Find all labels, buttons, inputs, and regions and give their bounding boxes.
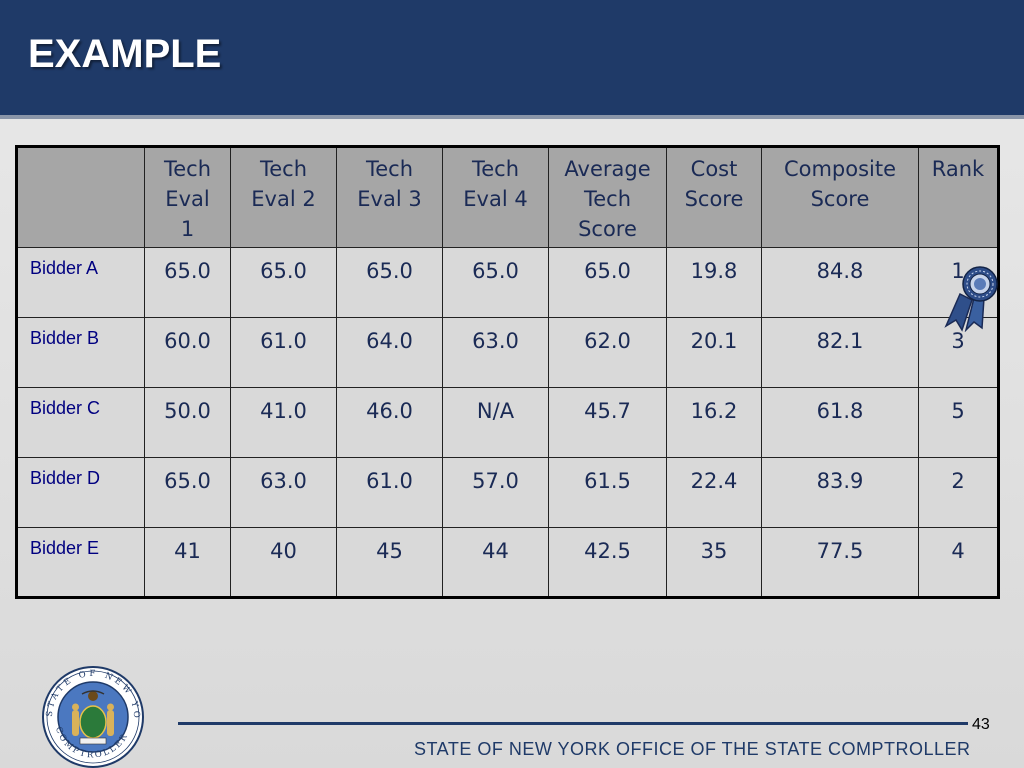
header-tech-eval-3: Tech Eval 3: [336, 146, 443, 248]
header-cost-line1: Cost: [690, 157, 738, 181]
cost-score-cell: 19.8: [666, 247, 762, 318]
header-composite-line1: Composite: [783, 157, 897, 181]
tech-eval-3-cell: 65.0: [336, 247, 443, 318]
bidder-score-table: Tech Eval 1 Tech Eval 2 Tech Eval 3 Tech…: [15, 145, 1000, 599]
cost-score-cell: 20.1: [666, 317, 762, 388]
header-tech-eval-3-line2: Eval 3: [357, 187, 422, 211]
footer-agency-name: STATE OF NEW YORK OFFICE OF THE STATE CO…: [414, 739, 971, 759]
tech-eval-4-cell: 44: [442, 527, 549, 598]
tech-eval-2-cell: 41.0: [230, 387, 337, 458]
tech-eval-4-cell: 57.0: [442, 457, 549, 528]
header-tech-eval-4: Tech Eval 4: [442, 146, 549, 248]
table-row: Bidder D 65.0 63.0 61.0 57.0 61.5 22.4 8…: [16, 457, 999, 528]
cost-score-cell: 22.4: [666, 457, 762, 528]
footer-rule: [178, 722, 968, 725]
header-rank-label: Rank: [931, 157, 985, 181]
header-composite-line2: Score: [810, 187, 870, 211]
tech-eval-1-cell: 60.0: [144, 317, 231, 388]
bidder-name: Bidder E: [16, 527, 145, 598]
average-tech-score-cell: 65.0: [548, 247, 667, 318]
table-row: Bidder B 60.0 61.0 64.0 63.0 62.0 20.1 8…: [16, 317, 999, 388]
page-number: 43: [972, 716, 990, 733]
header-rank: Rank: [918, 146, 999, 248]
table-header-row: Tech Eval 1 Tech Eval 2 Tech Eval 3 Tech…: [16, 146, 999, 248]
header-composite-score: Composite Score: [761, 146, 919, 248]
tech-eval-3-cell: 64.0: [336, 317, 443, 388]
header-tech-eval-2-line2: Eval 2: [251, 187, 316, 211]
slide-title: EXAMPLE: [28, 32, 222, 76]
bidder-name: Bidder C: [16, 387, 145, 458]
tech-eval-4-cell: 65.0: [442, 247, 549, 318]
tech-eval-2-cell: 61.0: [230, 317, 337, 388]
rank-cell: 5: [918, 387, 999, 458]
tech-eval-1-cell: 65.0: [144, 247, 231, 318]
bidder-name: Bidder B: [16, 317, 145, 388]
header-cost-score: Cost Score: [666, 146, 762, 248]
tech-eval-1-cell: 41: [144, 527, 231, 598]
tech-eval-4-cell: 63.0: [442, 317, 549, 388]
header-tech-eval-1-line2: Eval: [165, 187, 210, 211]
header-tech-eval-2: Tech Eval 2: [230, 146, 337, 248]
header-avg-line1: Average: [564, 157, 651, 181]
tech-eval-4-cell: N/A: [442, 387, 549, 458]
header-avg-line2: Tech: [583, 187, 632, 211]
table-row: Bidder E 41 40 45 44 42.5 35 77.5 4: [16, 527, 999, 598]
average-tech-score-cell: 45.7: [548, 387, 667, 458]
header-tech-eval-4-line2: Eval 4: [463, 187, 528, 211]
cost-score-cell: 35: [666, 527, 762, 598]
award-ribbon-icon: [944, 266, 998, 332]
header-tech-eval-4-line1: Tech: [471, 157, 520, 181]
header-avg-line3: Score: [578, 217, 637, 241]
tech-eval-3-cell: 61.0: [336, 457, 443, 528]
tech-eval-2-cell: 40: [230, 527, 337, 598]
header-tech-eval-1-line1: Tech: [163, 157, 212, 181]
bidder-name: Bidder A: [16, 247, 145, 318]
tech-eval-1-cell: 65.0: [144, 457, 231, 528]
tech-eval-2-cell: 65.0: [230, 247, 337, 318]
header-tech-eval-1: Tech Eval 1: [144, 146, 231, 248]
table-row: Bidder A 65.0 65.0 65.0 65.0 65.0 19.8 8…: [16, 247, 999, 318]
average-tech-score-cell: 61.5: [548, 457, 667, 528]
tech-eval-2-cell: 63.0: [230, 457, 337, 528]
rank-cell: 4: [918, 527, 999, 598]
bidder-name: Bidder D: [16, 457, 145, 528]
header-average-tech-score: Average Tech Score: [548, 146, 667, 248]
slide-header: EXAMPLE: [0, 0, 1024, 119]
composite-score-cell: 82.1: [761, 317, 919, 388]
rank-cell: 3: [918, 317, 999, 388]
header-tech-eval-1-line3: 1: [180, 217, 195, 241]
nys-comptroller-seal-icon: STATE OF NEW YORK COMPTROLLER: [42, 666, 144, 768]
tech-eval-3-cell: 46.0: [336, 387, 443, 458]
header-tech-eval-2-line1: Tech: [259, 157, 308, 181]
rank-cell: 2: [918, 457, 999, 528]
composite-score-cell: 83.9: [761, 457, 919, 528]
cost-score-cell: 16.2: [666, 387, 762, 458]
tech-eval-3-cell: 45: [336, 527, 443, 598]
composite-score-cell: 61.8: [761, 387, 919, 458]
average-tech-score-cell: 42.5: [548, 527, 667, 598]
header-tech-eval-3-line1: Tech: [365, 157, 414, 181]
table-row: Bidder C 50.0 41.0 46.0 N/A 45.7 16.2 61…: [16, 387, 999, 458]
composite-score-cell: 84.8: [761, 247, 919, 318]
tech-eval-1-cell: 50.0: [144, 387, 231, 458]
table-body: Bidder A 65.0 65.0 65.0 65.0 65.0 19.8 8…: [16, 247, 999, 598]
composite-score-cell: 77.5: [761, 527, 919, 598]
average-tech-score-cell: 62.0: [548, 317, 667, 388]
header-cost-line2: Score: [684, 187, 744, 211]
header-blank: [16, 146, 145, 248]
